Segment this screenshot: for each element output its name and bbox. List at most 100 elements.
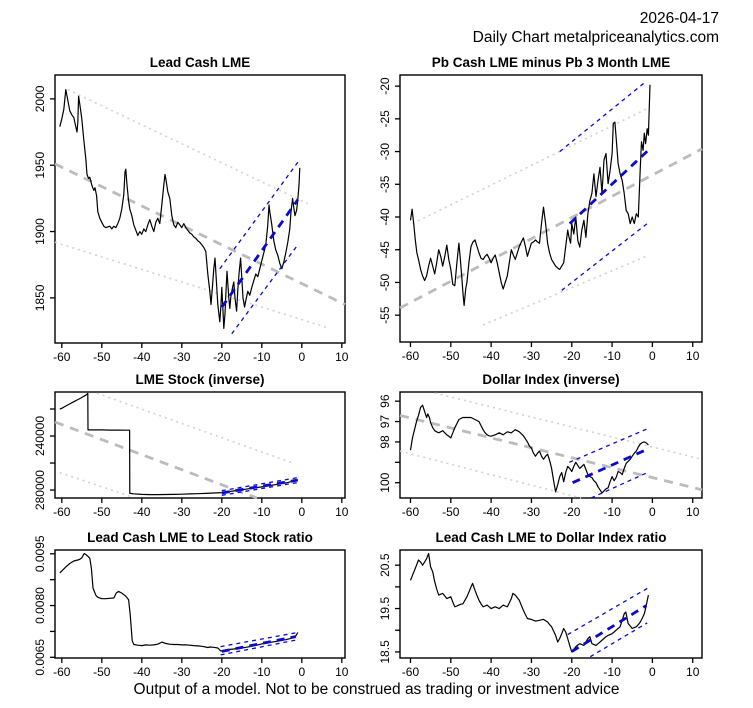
x-tick-label: 10 [686,505,700,519]
x-tick-label: -60 [53,665,71,679]
x-tick-label: -60 [53,350,71,364]
y-tick-label: 96 [378,394,392,408]
chart-panel: -60 -50 -40 -30 -20 -10 0 10 0.0065 0.0080 0.0095 L… [33,530,349,679]
y-tick-label: 0.0065 [33,639,47,676]
y-tick-label: 0.0080 [33,587,47,624]
chart-title: Pb Cash LME minus Pb 3 Month LME [432,55,671,70]
forecast-center [571,604,648,653]
forecast-upper [221,476,298,492]
x-tick-label: -60 [53,505,71,519]
y-tick-label: 1850 [33,284,47,311]
x-tick-label: -50 [442,665,460,679]
plot-box [54,74,346,344]
plot-box [399,74,703,343]
x-tick-label: 0 [298,350,305,364]
y-tick-label: 1900 [33,218,47,245]
chart-panel: -60 -50 -40 -30 -20 -10 0 10 240000 280000 LME Sto… [33,372,349,519]
x-tick-label: -20 [563,505,581,519]
y-tick-label: 1950 [33,152,47,179]
x-tick-label: -60 [402,349,420,363]
lower-channel [54,241,331,330]
x-tick-label: -30 [173,350,191,364]
x-tick-label: -50 [93,505,111,519]
y-tick-label: 280000 [33,470,47,510]
plot-box [54,549,346,659]
x-tick-label: -20 [563,349,581,363]
plot-box [54,391,346,499]
x-tick-label: -10 [253,665,271,679]
forecast-center [221,635,297,653]
forecast-lower [231,244,299,335]
chart-panel: -60 -50 -40 -30 -20 -10 0 10 96 97 98 100 Dollar Ind… [378,372,703,519]
price-history [59,552,299,652]
report-title: Daily Chart metalpriceanalytics.com [472,29,719,46]
forecast-lower [561,223,648,291]
y-tick-label: 19.5 [378,597,392,621]
x-tick-label: 10 [335,350,349,364]
x-tick-label: 10 [686,665,700,679]
forecast-upper [559,82,645,153]
trend-line [54,162,346,306]
trend-line [54,420,258,500]
x-tick-label: -10 [253,350,271,364]
lower-channel [59,471,135,499]
forecast-upper [219,160,300,270]
x-tick-label: -10 [253,505,271,519]
plot-box [399,549,703,659]
forecast-lower [589,622,648,658]
x-tick-label: -20 [563,665,581,679]
lower-channel [482,255,647,326]
x-tick-label: -30 [173,505,191,519]
x-tick-label: -10 [603,505,621,519]
x-tick-label: -30 [523,665,541,679]
x-tick-label: -20 [213,665,231,679]
forecast-center [220,198,299,309]
x-tick-label: -40 [133,350,151,364]
y-tick-label: -50 [378,273,392,291]
y-tick-label: -45 [378,241,392,259]
lower-channel [399,450,582,499]
trend-line [399,147,703,310]
x-tick-label: -20 [213,350,231,364]
y-tick-label: 240000 [33,416,47,456]
chart-panel: -60 -50 -40 -30 -20 -10 0 10 -55 -50 -45 -40 -35 -30 -… [378,55,703,363]
price-history [409,552,649,653]
x-tick-label: -10 [603,349,621,363]
chart-title: LME Stock (inverse) [135,372,264,387]
x-tick-label: -40 [133,505,151,519]
x-tick-label: 10 [335,665,349,679]
forecast-lower [221,481,298,496]
forecast-lower [590,471,648,499]
y-tick-label: 0.0095 [33,535,47,572]
x-tick-label: 0 [298,505,305,519]
x-tick-label: -50 [93,665,111,679]
x-tick-label: -40 [482,505,500,519]
price-history [409,404,649,494]
price-history [59,392,298,496]
x-tick-label: -40 [133,665,151,679]
forecast-center [568,149,649,225]
x-tick-label: -10 [603,665,621,679]
x-tick-label: -30 [173,665,191,679]
chart-panel: -60 -50 -40 -30 -20 -10 0 10 1850 1900 1950 2000 Lea… [33,55,349,364]
y-tick-label: -25 [378,110,392,128]
x-tick-label: -30 [523,505,541,519]
x-tick-label: 0 [649,665,656,679]
y-tick-label: 18.5 [378,640,392,664]
x-tick-label: 0 [298,665,305,679]
x-tick-label: -60 [402,505,420,519]
price-history [409,84,651,306]
y-tick-label: -35 [378,175,392,193]
y-tick-label: 100 [378,472,392,492]
report-date: 2026-04-17 [639,10,719,27]
chart-panel: -60 -50 -40 -30 -20 -10 0 10 18.5 19.5 20.5 Lead Ca… [378,530,703,679]
x-tick-label: -40 [482,349,500,363]
chart-title: Dollar Index (inverse) [482,372,619,387]
x-tick-label: 0 [649,505,656,519]
y-tick-label: -20 [378,77,392,95]
x-tick-label: 10 [686,349,700,363]
x-tick-label: -50 [93,350,111,364]
chart-title: Lead Cash LME [150,55,251,70]
upper-channel [434,392,703,461]
